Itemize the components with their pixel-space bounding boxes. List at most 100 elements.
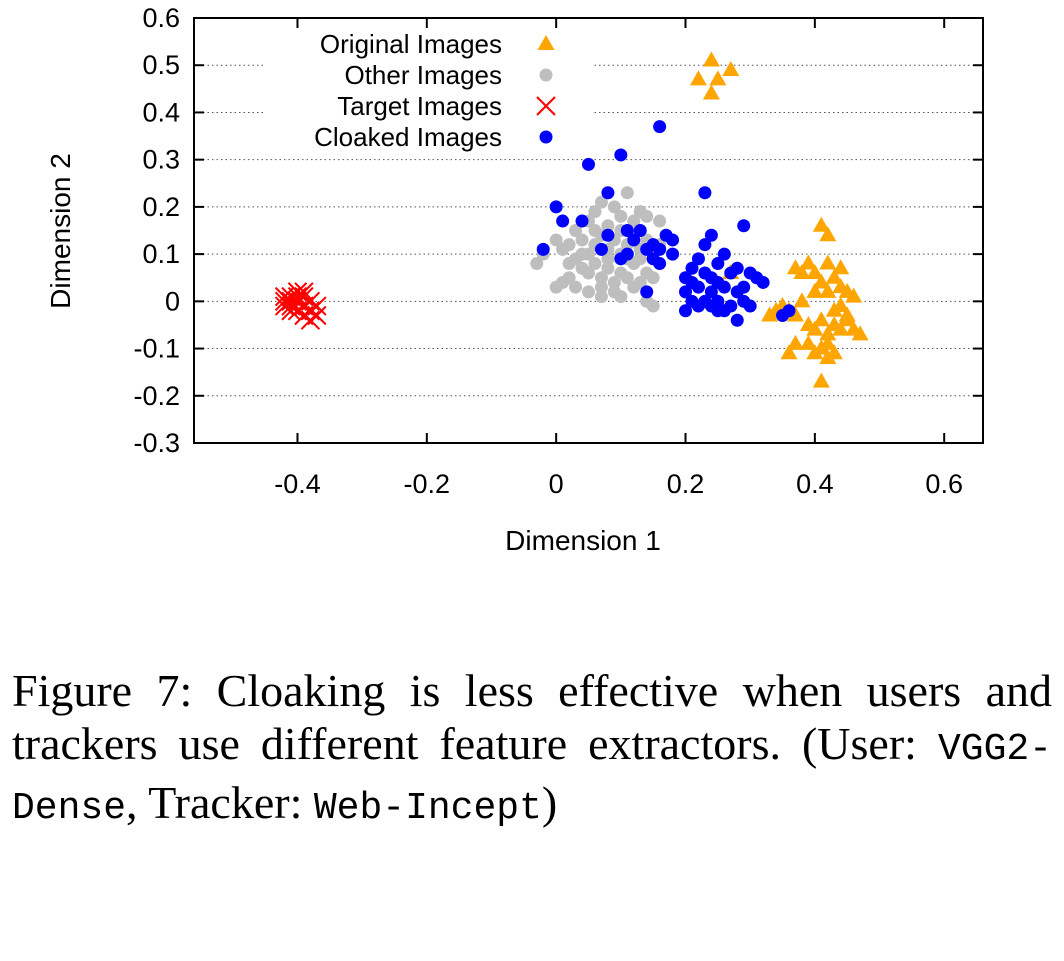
original-images-point — [832, 259, 850, 275]
other-images-point — [588, 205, 602, 219]
y-tick-label: -0.2 — [133, 381, 180, 411]
y-tick-label: 0.6 — [142, 3, 180, 33]
cloaked-images-point — [620, 224, 634, 237]
target-images-point — [294, 282, 314, 302]
other-images-point — [614, 209, 628, 223]
other-images-point — [614, 290, 628, 304]
cloaked-images-point — [776, 309, 790, 322]
x-tick-label: -0.4 — [274, 469, 321, 499]
caption-end: ) — [541, 777, 558, 828]
other-images-point — [588, 224, 602, 237]
cloaked-images-point — [704, 285, 718, 299]
other-images-point — [569, 280, 583, 294]
legend-background — [266, 91, 594, 121]
original-images-point — [722, 60, 740, 76]
cloaked-images-point — [601, 186, 615, 200]
cloaked-images-point — [698, 186, 712, 200]
other-images-point — [620, 186, 634, 200]
cloaked-images-point — [594, 242, 608, 256]
original-images-point — [689, 70, 707, 86]
cloaked-images-point — [737, 219, 751, 233]
cloaked-images-point — [704, 228, 718, 242]
original-images-point — [799, 254, 817, 270]
other-images-point — [569, 224, 583, 237]
cloaked-images-point — [614, 252, 628, 266]
cloaked-images-point — [582, 157, 595, 171]
axis-ticks: 0.6 0.5 0.4 0.3 0.2 0.1 0 -0.1 -0.2 -0.3 -0.4 -0.2 0… — [133, 3, 983, 499]
other-images-point — [640, 209, 654, 223]
cloaked-images-point — [691, 252, 705, 266]
cloaked-images-point — [666, 247, 680, 261]
x-tick-label: -0.2 — [404, 469, 451, 499]
cloaked-images-point — [633, 224, 647, 237]
y-tick-label: -0.1 — [133, 334, 180, 364]
legend-label-original-images: Original Images — [320, 29, 502, 59]
other-images-point — [607, 200, 621, 214]
original-images-point — [851, 325, 869, 341]
cloaked-images-point — [653, 242, 667, 256]
y-tick-label: -0.3 — [133, 428, 180, 458]
cloaked-images-point — [666, 233, 680, 247]
original-images-point — [825, 301, 843, 317]
cloaked-images-point — [549, 200, 563, 214]
cloaked-images-point — [730, 261, 744, 275]
original-images-point — [819, 254, 837, 270]
original-images-point — [799, 334, 817, 350]
y-axis-label: Dimension 2 — [45, 153, 76, 309]
original-images-point — [806, 282, 824, 298]
other-images-point — [646, 299, 660, 313]
cloaked-images-point — [601, 228, 615, 242]
y-tick-label: 0.1 — [142, 239, 180, 269]
caption-tracker-model: Web-Incept — [313, 787, 542, 830]
other-images-point — [594, 280, 608, 294]
cloaked-images-point — [614, 148, 628, 162]
other-images-point — [653, 214, 667, 228]
y-tick-label: 0.4 — [142, 97, 180, 127]
original-images-point — [832, 320, 850, 336]
original-images-point — [806, 320, 824, 336]
cloaked-images-point — [653, 257, 667, 271]
target-images-point — [307, 305, 327, 326]
legend-background — [266, 122, 594, 152]
other-images-point — [594, 195, 608, 209]
cloaked-images-point — [737, 280, 751, 294]
other-images-point — [594, 290, 608, 304]
x-tick-label: 0.2 — [667, 469, 705, 499]
plot-frame — [193, 17, 984, 444]
legend-background — [266, 29, 594, 59]
cloaked-images-point — [730, 313, 744, 327]
original-images-point — [812, 273, 830, 289]
other-images-point — [575, 247, 589, 261]
original-images-point — [709, 70, 727, 86]
legend-label-target-images: Target Images — [337, 91, 502, 121]
cloaked-images-point — [627, 233, 641, 247]
original-images-point — [780, 344, 798, 360]
original-images-point — [793, 292, 811, 308]
original-images-point — [786, 334, 804, 350]
other-images-point — [562, 238, 576, 252]
cloaked-images-point — [711, 304, 725, 318]
original-images-point — [793, 264, 811, 279]
cloaked-images-point — [756, 275, 770, 289]
other-images-point — [588, 257, 602, 271]
other-images-point — [601, 261, 615, 275]
other-images-point — [575, 233, 589, 247]
y-tick-label: 0 — [165, 286, 180, 316]
x-axis-label: Dimension 1 — [505, 525, 661, 556]
original-images-point — [702, 84, 720, 100]
other-images-point — [627, 214, 641, 228]
caption-mid: , Tracker: — [126, 777, 314, 828]
cloaked-images-point — [640, 285, 654, 299]
other-images-point — [530, 257, 544, 271]
original-images-point — [761, 306, 779, 322]
original-images-point — [845, 287, 863, 303]
y-tick-label: 0.3 — [142, 145, 180, 175]
y-tick-label: 0.5 — [142, 50, 180, 80]
x-tick-label: 0.6 — [925, 469, 963, 499]
other-images-point — [594, 271, 608, 285]
other-images-point — [646, 271, 660, 285]
original-images-point — [819, 226, 837, 242]
other-images-point — [633, 252, 647, 266]
other-images-point — [582, 285, 595, 299]
